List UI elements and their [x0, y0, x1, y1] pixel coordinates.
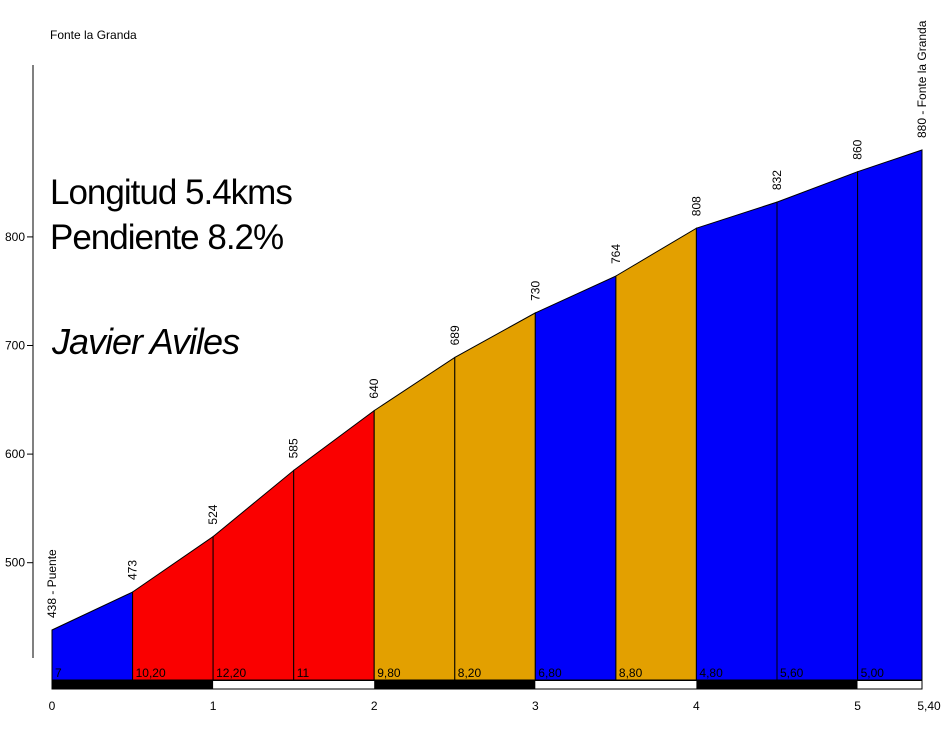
segment-area [695, 201, 778, 681]
elevation-label: 473 [126, 560, 140, 580]
grade-label: 10,20 [136, 666, 166, 680]
chart-title: Fonte la Granda [50, 28, 137, 42]
elevation-label: 832 [770, 170, 784, 190]
segment-area [534, 275, 617, 681]
author-signature: Javier Aviles [52, 321, 240, 362]
x-axis-label: 3 [532, 699, 539, 713]
grade-label: 7 [55, 666, 62, 680]
segment-area [454, 312, 536, 681]
gradient-annotation: Pendiente 8.2% [50, 218, 284, 257]
segment-area [857, 149, 923, 681]
grade-label: 11 [297, 666, 310, 680]
x-axis-label: 5,40 [917, 699, 941, 713]
segment-area [212, 469, 295, 681]
distance-bar-black-km [52, 680, 214, 689]
grade-label: 8,20 [458, 666, 482, 680]
segment-area [373, 356, 456, 681]
segment-area [51, 591, 134, 681]
grade-label: 5,60 [780, 666, 804, 680]
elevation-label: 730 [528, 281, 542, 301]
grade-label: 6,80 [538, 666, 562, 680]
elevation-label: 860 [851, 139, 865, 159]
grade-label: 12,20 [216, 666, 246, 680]
elevation-label: 524 [206, 504, 220, 524]
distance-bar-black-km [374, 680, 536, 689]
elevation-label: 640 [367, 378, 381, 398]
length-annotation: Longitud 5.4kms [50, 173, 293, 212]
elevation-label: 880 - Fonte la Granda [915, 20, 929, 138]
x-axis-label: 4 [693, 699, 700, 713]
y-axis-label: 700 [5, 339, 25, 353]
elevation-label: 438 - Puente [45, 549, 59, 618]
elevation-label: 689 [448, 325, 462, 345]
grade-label: 4,80 [699, 666, 723, 680]
segment-area [615, 227, 697, 681]
distance-bar-black-km [696, 680, 858, 689]
x-axis-label: 5 [854, 699, 861, 713]
grade-label: 8,80 [619, 666, 643, 680]
y-axis-label: 600 [5, 447, 25, 461]
y-axis-label: 500 [5, 556, 25, 570]
x-axis-label: 2 [371, 699, 378, 713]
grade-label: 5,00 [861, 666, 885, 680]
elevation-label: 585 [287, 438, 301, 458]
elevation-label: 764 [609, 244, 623, 264]
segment-area [776, 170, 859, 681]
segment-area [132, 535, 214, 681]
x-axis-label: 0 [49, 699, 56, 713]
segment-area [293, 409, 375, 681]
grade-label: 9,80 [377, 666, 401, 680]
x-axis-label: 1 [210, 699, 217, 713]
elevation-label: 808 [689, 196, 703, 216]
y-axis-label: 800 [5, 230, 25, 244]
